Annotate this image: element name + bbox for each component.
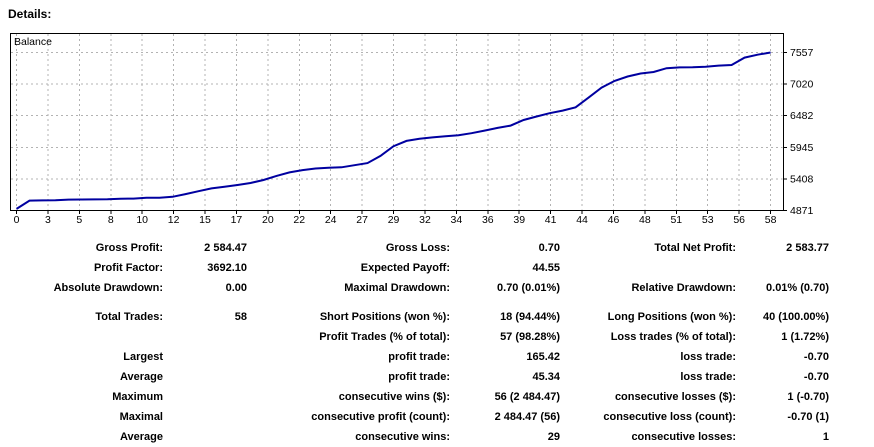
balance-chart-svg: 0 3 5 8 10 12 15 17 20 22 24 27 29 32 34 36 39 41 44 46 48 51… xyxy=(10,33,814,226)
stat-value: 57 (98.28%) xyxy=(500,331,560,343)
y-axis-label: 4871 xyxy=(790,205,814,217)
x-axis-label: 29 xyxy=(388,214,400,226)
x-axis-label: 32 xyxy=(419,214,431,226)
stat-label: Profit Trades (% of total): xyxy=(319,331,450,343)
x-axis-label: 44 xyxy=(576,214,588,226)
stat-label: Largest xyxy=(123,351,163,363)
stat-value: 1 (1.72%) xyxy=(781,331,829,343)
balance-series-label: Balance xyxy=(14,36,52,48)
stat-value: 2 583.77 xyxy=(786,242,829,254)
stat-label: consecutive profit (count): xyxy=(311,411,450,423)
x-axis-label: 24 xyxy=(325,214,337,226)
stat-value: 0.70 xyxy=(538,242,560,254)
x-axis-label: 5 xyxy=(76,214,82,226)
x-axis-label: 39 xyxy=(513,214,525,226)
y-axis-label: 5408 xyxy=(790,173,814,185)
stat-value: -0.70 (1) xyxy=(787,411,829,423)
x-axis-label: 48 xyxy=(639,214,651,226)
x-axis-label: 27 xyxy=(356,214,368,226)
stat-value: 44.55 xyxy=(532,262,560,274)
x-axis-label: 51 xyxy=(670,214,682,226)
stat-row: Maximum consecutive wins ($): 56 (2 484.47… xyxy=(0,387,830,407)
stat-value: 56 (2 484.47) xyxy=(494,391,560,403)
stat-value: 2 484.47 (56) xyxy=(494,411,560,423)
stat-label: consecutive losses ($): xyxy=(614,391,736,403)
x-axis-label: 0 xyxy=(14,214,20,226)
stat-value: 2 584.47 xyxy=(204,242,247,254)
x-axis-label: 56 xyxy=(733,214,745,226)
stat-row: Profit Factor: 3692.10 Expected Payoff: 44.… xyxy=(0,258,830,278)
x-axis-label: 10 xyxy=(136,214,148,226)
x-axis-label: 46 xyxy=(608,214,620,226)
stat-label: consecutive wins ($): xyxy=(338,391,450,403)
x-axis-label: 20 xyxy=(262,214,274,226)
stat-label: profit trade: xyxy=(388,371,450,383)
stat-row: Average profit trade: 45.34 loss trade: -0.7… xyxy=(0,367,830,387)
stat-row: Total Trades: 58 Short Positions (won %): 1… xyxy=(0,307,830,327)
stat-label: Maximal xyxy=(119,411,163,423)
stat-label: Maximum xyxy=(112,391,163,403)
stat-label: consecutive losses: xyxy=(631,431,736,443)
stat-value: 18 (94.44%) xyxy=(500,311,560,323)
stat-label: Maximal Drawdown: xyxy=(344,282,450,294)
stat-value: 29 xyxy=(547,431,560,443)
x-axis-label: 15 xyxy=(199,214,211,226)
x-axis-label: 22 xyxy=(293,214,305,226)
stat-value: -0.70 xyxy=(803,351,829,363)
stat-value: 0.01% (0.70) xyxy=(766,282,829,294)
stat-label: Relative Drawdown: xyxy=(631,282,736,294)
stat-label: Gross Loss: xyxy=(385,242,450,254)
stat-row: Profit Trades (% of total): 57 (98.28%) Lo… xyxy=(0,327,830,347)
stat-label: Total Trades: xyxy=(95,311,163,323)
stat-row: Absolute Drawdown: 0.00 Maximal Drawdown: 0… xyxy=(0,278,830,298)
stat-value: 45.34 xyxy=(532,371,560,383)
stat-label: Average xyxy=(119,431,163,443)
stat-label: Absolute Drawdown: xyxy=(53,282,163,294)
balance-line xyxy=(15,51,771,210)
stat-label: loss trade: xyxy=(680,371,736,383)
stat-row: Largest profit trade: 165.42 loss trade: -0.… xyxy=(0,347,830,367)
x-axis-label: 41 xyxy=(545,214,557,226)
stat-label: loss trade: xyxy=(680,351,736,363)
stat-label: consecutive loss (count): xyxy=(603,411,736,423)
stat-value: 1 xyxy=(822,431,829,443)
stat-value: 0.70 (0.01%) xyxy=(497,282,560,294)
y-axis-label: 7020 xyxy=(790,79,814,91)
stat-row: Gross Profit: 2 584.47 Gross Loss: 0.70 Tota… xyxy=(0,238,830,258)
x-axis-label: 12 xyxy=(168,214,180,226)
balance-chart: 0 3 5 8 10 12 15 17 20 22 24 27 29 32 34 36 39 41 44 46 48 51… xyxy=(10,33,814,226)
y-axis-label: 5945 xyxy=(790,142,814,154)
x-axis-label: 3 xyxy=(45,214,51,226)
stat-label: Gross Profit: xyxy=(95,242,163,254)
chart-border xyxy=(10,33,784,211)
stat-value: 58 xyxy=(234,311,247,323)
x-axis-label: 58 xyxy=(765,214,777,226)
details-heading: Details: xyxy=(8,7,52,21)
x-axis-label: 17 xyxy=(231,214,243,226)
x-axis-label: 53 xyxy=(702,214,714,226)
x-axis-label: 36 xyxy=(482,214,494,226)
x-axis-label: 8 xyxy=(108,214,114,226)
stat-value: 1 (-0.70) xyxy=(787,391,829,403)
stat-value: 0.00 xyxy=(225,282,247,294)
stat-row: Average consecutive wins: 29 consecutive lo… xyxy=(0,427,830,447)
x-axis-label: 34 xyxy=(451,214,463,226)
stat-label: Loss trades (% of total): xyxy=(610,331,736,343)
stat-label: consecutive wins: xyxy=(355,431,450,443)
stat-label: Profit Factor: xyxy=(93,262,163,274)
y-axis-label: 7557 xyxy=(790,47,814,59)
stat-label: Short Positions (won %): xyxy=(319,311,450,323)
stat-label: Total Net Profit: xyxy=(654,242,736,254)
stat-label: Average xyxy=(119,371,163,383)
stats-table: Gross Profit: 2 584.47 Gross Loss: 0.70 Tota… xyxy=(0,238,830,447)
stat-row: Maximal consecutive profit (count): 2 484.… xyxy=(0,407,830,427)
stat-value: 40 (100.00%) xyxy=(762,311,829,323)
y-axis-label: 6482 xyxy=(790,110,814,122)
stat-value: 3692.10 xyxy=(207,262,247,274)
stat-label: profit trade: xyxy=(388,351,450,363)
stat-label: Expected Payoff: xyxy=(360,262,450,274)
stat-value: -0.70 xyxy=(803,371,829,383)
stat-label: Long Positions (won %): xyxy=(607,311,736,323)
stat-value: 165.42 xyxy=(526,351,560,363)
